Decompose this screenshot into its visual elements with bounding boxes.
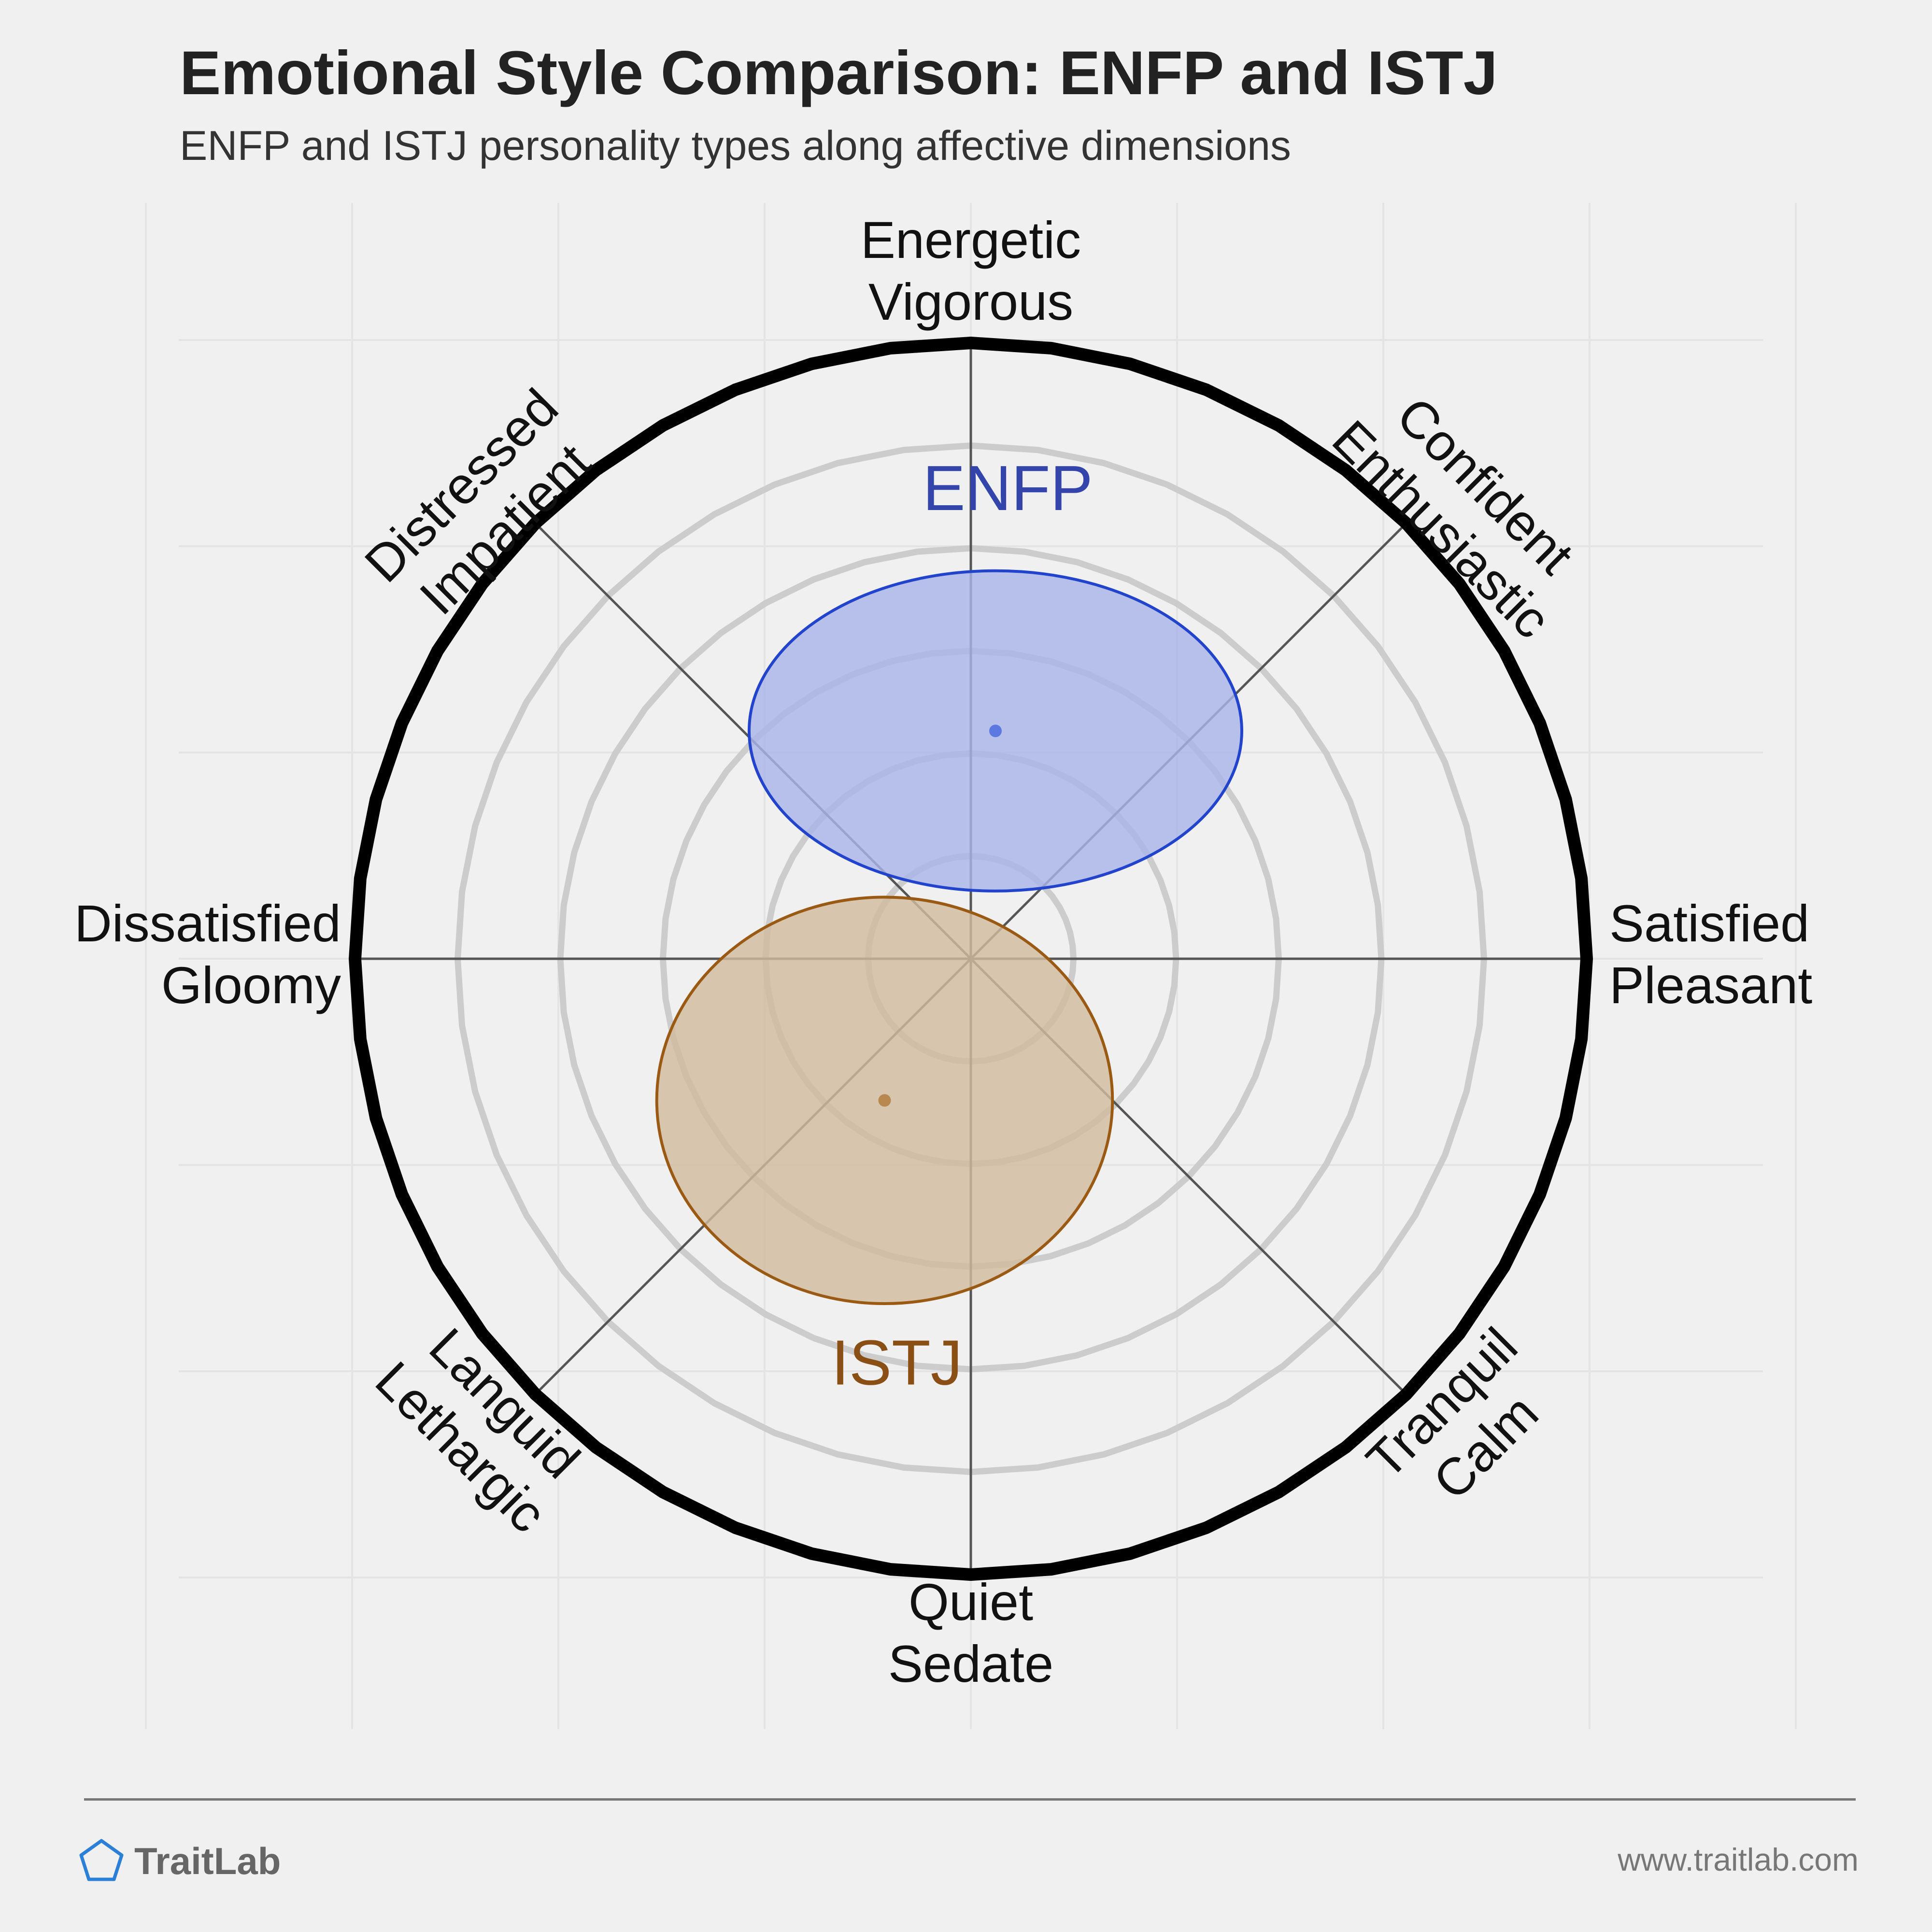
brand-name: TraitLab — [134, 1839, 281, 1882]
site-url[interactable]: www.traitlab.com — [1618, 1842, 1859, 1877]
outer-boundary — [349, 337, 1593, 1581]
axis-label-line: Dissatisfied — [74, 894, 341, 952]
footer-divider — [84, 1798, 1856, 1801]
axis-label-line: Vigorous — [868, 272, 1073, 331]
chart-title: Emotional Style Comparison: ENFP and IST… — [180, 39, 1498, 108]
axis-label-line: Quiet — [909, 1573, 1033, 1631]
axis-label-line: Gloomy — [161, 956, 341, 1014]
axis-label-line: Pleasant — [1609, 956, 1812, 1014]
enfp-label: ENFP — [923, 453, 1093, 524]
istj-label: ISTJ — [831, 1327, 962, 1398]
istj-point — [878, 1094, 891, 1107]
traitlab-logo[interactable]: TraitLab — [77, 1834, 281, 1888]
chart-subtitle: ENFP and ISTJ personality types along af… — [180, 123, 1291, 169]
outer-ring — [349, 337, 1593, 1581]
axis-label-line: Energetic — [861, 211, 1081, 269]
series-labels: ENFP ISTJ — [831, 453, 1093, 1398]
axis-label-line: Satisfied — [1609, 894, 1809, 952]
pentagon-logo-icon — [79, 1839, 124, 1881]
series-areas — [655, 569, 1243, 1305]
axis-label-line: Sedate — [888, 1634, 1053, 1693]
enfp-point — [989, 724, 1002, 738]
